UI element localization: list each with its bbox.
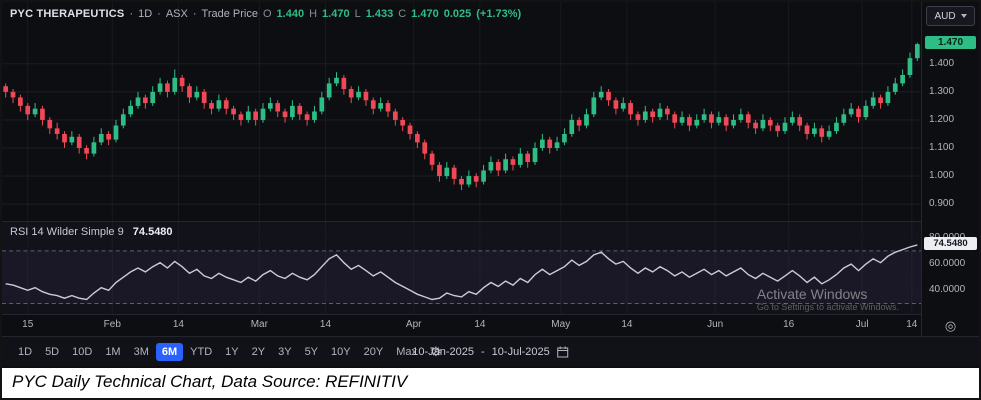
time-tick: Jul [855, 319, 869, 330]
range-1d-button[interactable]: 1D [12, 343, 38, 361]
low-value: 1.433 [365, 8, 394, 20]
time-tick: 16 [783, 319, 795, 330]
price-tick-label: 1.400 [929, 57, 955, 69]
range-6m-button[interactable]: 6M [155, 342, 184, 361]
time-tick: Jun [707, 319, 724, 330]
time-axis[interactable]: 15 Feb 14 Mar 14 Apr 14 May 14 Jun 16 Jul 14 [2, 314, 921, 336]
range-1m-button[interactable]: 1M [99, 343, 126, 361]
high-value: 1.470 [322, 8, 350, 20]
separator: · [129, 8, 134, 20]
date-range-separator: - [481, 345, 485, 358]
time-tick: Mar [250, 319, 268, 330]
range-1y-button[interactable]: 1Y [219, 343, 244, 361]
change-percent: (+1.73%) [476, 8, 522, 20]
range-2y-button[interactable]: 2Y [246, 343, 271, 361]
range-toolbar: 1D 5D 10D 1M 3M 6M YTD 1Y 2Y 3Y 5Y 10Y 20Y Max ⚙ 10-J… [2, 336, 979, 366]
scroll-to-recent-button[interactable]: ◎ [944, 318, 957, 333]
open-value: 1.440 [276, 8, 305, 20]
time-tick: 14 [319, 319, 332, 330]
time-tick: Apr [405, 319, 422, 330]
separator: · [157, 8, 161, 20]
time-tick: 14 [621, 319, 633, 330]
rsi-label: RSI 14 Wilder Simple 9 [10, 226, 124, 238]
separator: · [192, 8, 197, 20]
range-20y-button[interactable]: 20Y [358, 343, 390, 361]
price-tick-label: 1.000 [929, 170, 955, 182]
main-row: PYC THERAPEUTICS · 1D · ASX · Trade Pric… [2, 2, 979, 336]
range-ytd-button[interactable]: YTD [184, 343, 218, 361]
range-3y-button[interactable]: 3Y [272, 343, 297, 361]
symbol-name: PYC THERAPEUTICS [10, 8, 125, 20]
close-value: 1.470 [411, 8, 439, 20]
time-tick: 14 [474, 319, 486, 330]
currency-label: AUD [934, 10, 956, 22]
rsi-tick-label: 40.0000 [929, 284, 966, 296]
chart-shell: PYC THERAPEUTICS · 1D · ASX · Trade Pric… [2, 2, 979, 366]
calendar-icon [557, 346, 569, 357]
price-tick-label: 1.300 [929, 85, 955, 97]
scale-col[interactable]: AUD ◎ 1.4001.3001.2001.1001.0000.90080.0… [921, 2, 979, 336]
chevron-down-icon [960, 14, 967, 18]
time-tick: 14 [906, 319, 918, 330]
rsi-value: 74.5480 [132, 226, 173, 238]
price-pane[interactable]: PYC THERAPEUTICS · 1D · ASX · Trade Pric… [2, 2, 921, 221]
change-value: 0.025 [443, 8, 472, 20]
range-5d-button[interactable]: 5D [39, 343, 65, 361]
price-tick-label: 0.900 [929, 198, 955, 210]
chart-settings-button[interactable]: ⚙ [424, 343, 448, 361]
rsi-tick-label: 60.0000 [929, 258, 966, 270]
high-label: H [309, 8, 318, 20]
time-tick: Feb [103, 319, 121, 330]
range-10y-button[interactable]: 10Y [325, 343, 357, 361]
caption: PYC Daily Technical Chart, Data Source: … [2, 366, 979, 398]
currency-selector[interactable]: AUD [926, 6, 975, 26]
range-max-button[interactable]: Max [390, 343, 423, 361]
symbol-legend: PYC THERAPEUTICS · 1D · ASX · Trade Pric… [10, 8, 521, 20]
rsi-legend: RSI 14 Wilder Simple 9 74.5480 [10, 226, 173, 238]
time-tick: 14 [172, 319, 184, 330]
date-range-start: 10-Jan-2025 [412, 345, 475, 358]
range-group: 1D 5D 10D 1M 3M 6M YTD 1Y 2Y 3Y 5Y 10Y 20Y Max [12, 342, 423, 361]
interval-label[interactable]: 1D [138, 8, 153, 20]
range-10d-button[interactable]: 10D [66, 343, 98, 361]
price-tick-label: 1.100 [929, 142, 955, 153]
date-range-end: 10-Jul-2025 [491, 345, 550, 358]
exchange-label: ASX [165, 8, 188, 20]
series-type-label: Trade Price [201, 8, 258, 20]
open-label: O [262, 8, 272, 20]
candlestick-chart[interactable] [2, 2, 921, 221]
time-tick: 15 [22, 319, 34, 330]
low-label: L [354, 8, 361, 20]
close-label: C [398, 8, 407, 20]
date-range-picker[interactable]: 10-Jan-2025 - 10-Jul-2025 [412, 346, 569, 358]
rsi-chart[interactable] [2, 222, 921, 314]
pane-divider[interactable] [2, 221, 921, 222]
price-tick-label: 1.200 [929, 113, 955, 125]
panes-column: PYC THERAPEUTICS · 1D · ASX · Trade Pric… [2, 2, 921, 336]
last-price-badge: 1.470 [925, 36, 976, 50]
time-tick: May [551, 319, 571, 330]
range-5y-button[interactable]: 5Y [299, 343, 324, 361]
rsi-value-badge: 74.5480 [924, 236, 977, 250]
rsi-pane[interactable]: RSI 14 Wilder Simple 9 74.5480 [2, 222, 921, 314]
range-3m-button[interactable]: 3M [128, 343, 155, 361]
